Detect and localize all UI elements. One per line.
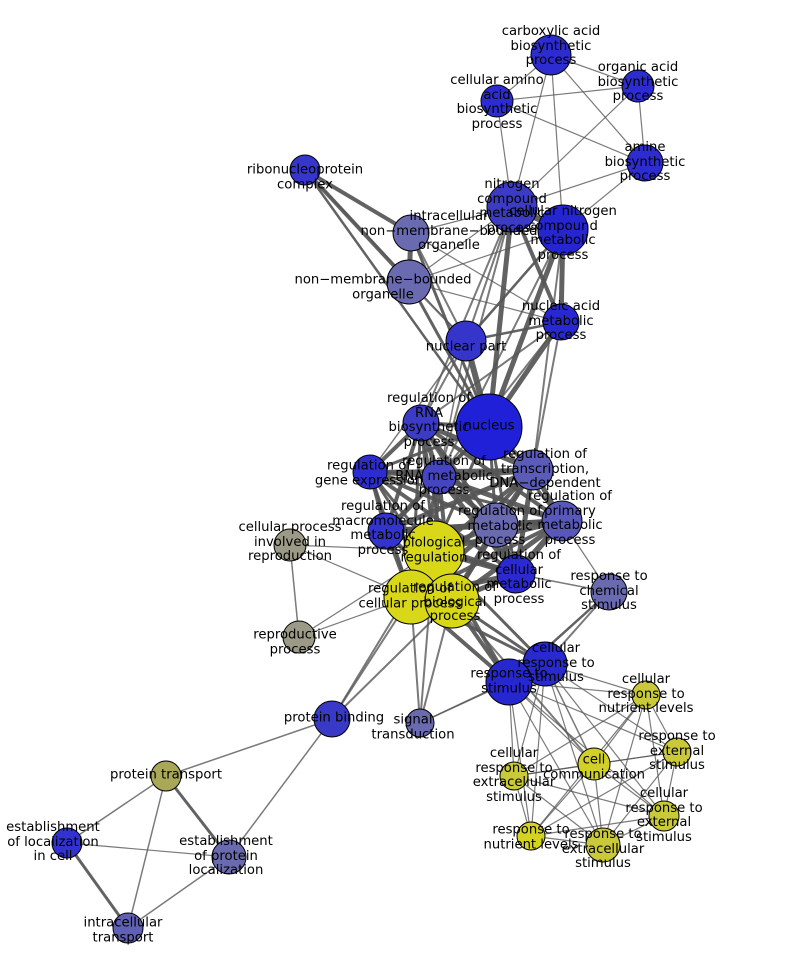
graph-node-cellular_response_nutrient[interactable]	[631, 680, 661, 710]
graph-node-nitrogen_cmpd_met[interactable]	[486, 181, 538, 233]
graph-edge	[496, 100, 646, 164]
graph-edge	[544, 663, 604, 846]
graph-node-response_external[interactable]	[662, 737, 692, 767]
graph-edge	[66, 775, 167, 844]
graph-node-reg_gene_expression[interactable]	[352, 454, 388, 490]
graph-edge	[420, 321, 562, 424]
graph-edge	[530, 663, 546, 837]
graph-edge	[511, 54, 552, 208]
graph-edge	[420, 206, 513, 424]
graph-edge	[228, 718, 333, 858]
graph-node-cell_communication[interactable]	[577, 747, 611, 781]
graph-node-ribonucleoprotein[interactable]	[289, 154, 321, 186]
graph-edge	[550, 54, 564, 231]
graph-node-cellular_response_extra[interactable]	[499, 761, 529, 791]
graph-edge	[544, 663, 665, 817]
graph-edge	[331, 600, 453, 720]
graph-edge	[513, 775, 604, 846]
graph-node-protein_transport[interactable]	[150, 760, 182, 792]
graph-edge	[384, 422, 423, 532]
graph-edge	[385, 467, 534, 534]
graph-node-protein_binding[interactable]	[313, 700, 351, 738]
graph-node-reg_rna_bio[interactable]	[402, 404, 440, 442]
graph-node-carboxylic_acid_bio[interactable]	[530, 34, 572, 76]
graph-node-signal_transduction[interactable]	[405, 708, 435, 738]
graph-node-organic_acid_bio[interactable]	[621, 69, 655, 103]
graph-node-reg_cellular_met[interactable]	[496, 554, 536, 594]
graph-edge	[508, 681, 604, 846]
graph-edge	[303, 168, 413, 235]
graph-node-reg_biological_process[interactable]	[424, 573, 480, 629]
graph-edge	[127, 775, 167, 929]
graph-node-establishment_protein_loc[interactable]	[211, 839, 247, 875]
graph-node-amine_bio[interactable]	[626, 144, 664, 182]
graph-node-cellular_amino_acid_bio[interactable]	[480, 84, 514, 118]
edge-layer	[65, 54, 678, 929]
graph-node-reg_metabolic_process[interactable]	[473, 502, 519, 548]
graph-edge	[508, 681, 532, 837]
graph-edge	[532, 229, 564, 471]
graph-edge	[496, 85, 639, 102]
graph-node-reg_primary_met[interactable]	[541, 500, 583, 542]
graph-edge	[530, 815, 665, 837]
graph-edge	[530, 751, 678, 837]
graph-node-nucleic_acid_met[interactable]	[542, 303, 580, 341]
node-layer	[51, 34, 692, 944]
graph-edge	[127, 856, 230, 929]
graph-edge	[550, 54, 646, 164]
graph-node-response_to_stimulus[interactable]	[485, 658, 533, 706]
graph-edge	[165, 718, 333, 777]
graph-node-reg_transcription_dna[interactable]	[512, 449, 554, 491]
graph-edge	[544, 663, 678, 753]
graph-edge	[486, 206, 515, 428]
graph-node-response_extracellular[interactable]	[585, 827, 621, 863]
graph-node-reg_macromolecule_met[interactable]	[367, 512, 405, 550]
graph-edge	[66, 842, 230, 858]
graph-edge	[532, 321, 562, 471]
graph-node-reg_rna_met[interactable]	[421, 459, 457, 495]
graph-edge	[602, 694, 647, 846]
graph-node-nuclear_part[interactable]	[445, 320, 487, 362]
graph-node-non_membrane_bounded[interactable]	[386, 259, 432, 305]
graph-node-response_chemical[interactable]	[590, 573, 628, 611]
graph-node-reproductive_process[interactable]	[282, 620, 316, 654]
graph-edge	[513, 694, 647, 777]
graph-node-intracellular_nmb_org[interactable]	[392, 214, 430, 252]
graph-node-nucleus[interactable]	[455, 393, 523, 461]
graph-edge	[408, 281, 562, 323]
graph-edge	[513, 775, 665, 817]
graph-node-intracellular_transport[interactable]	[112, 912, 144, 944]
graph-edge	[65, 842, 130, 929]
graph-node-establishment_local_cell[interactable]	[51, 827, 83, 859]
graph-edge	[408, 229, 564, 283]
graph-edge	[511, 85, 639, 208]
graph-node-cellular_proc_reproduction[interactable]	[273, 528, 307, 562]
graph-node-cellular_nitrogen_met[interactable]	[537, 204, 589, 256]
graph-node-cellular_response_external[interactable]	[648, 800, 680, 832]
graph-node-response_nutrient_levels[interactable]	[516, 821, 546, 851]
